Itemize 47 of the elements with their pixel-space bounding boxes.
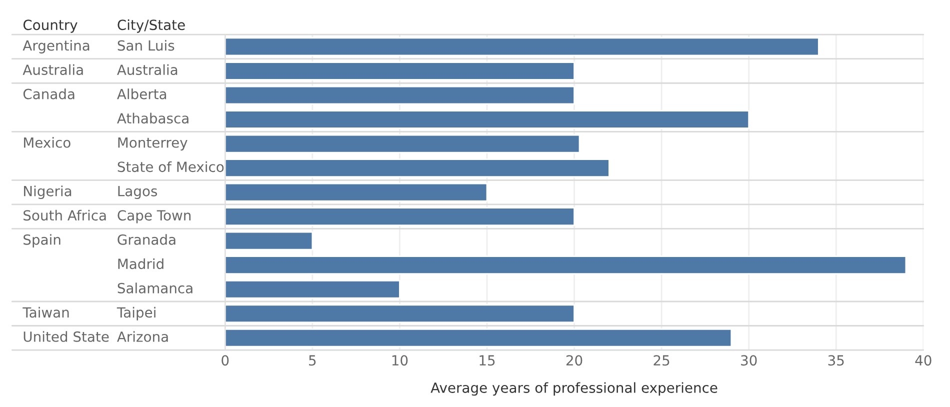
y2-tick-label: Nigeria — [24, 186, 72, 200]
y-tick-label: Salamanca — [118, 282, 192, 294]
y-tick-label: Madrid — [118, 258, 164, 270]
bar — [225, 280, 400, 299]
bar — [225, 62, 575, 80]
x-tick-label: 10 — [392, 355, 408, 366]
y-tick-label: Taipei — [116, 306, 156, 320]
y2-tick-label: Taiwan — [22, 306, 69, 318]
y2-tick-label: United State — [24, 331, 109, 342]
y2-tick-label: Argentina — [22, 40, 90, 54]
y-tick-label: Arizona — [117, 331, 168, 342]
text: Country — [23, 20, 78, 33]
y-axis-title: City/State — [118, 19, 185, 33]
bar — [225, 328, 732, 348]
y-tick-label: Monterrey — [118, 137, 188, 150]
y2-tick-label: South Africa — [24, 210, 106, 221]
bar — [225, 134, 580, 154]
x-tick-label: 25 — [654, 355, 670, 366]
y-tick-label: San Luis — [118, 40, 174, 51]
y-tick-label: Cape Town — [118, 210, 191, 224]
bar — [225, 256, 907, 275]
y-tick-label: State of Mexico — [118, 161, 224, 172]
y-tick-label: Australia — [117, 64, 178, 76]
bar — [225, 182, 488, 202]
x-tick-label: 0 — [222, 355, 229, 366]
y-tick-label: Alberta — [117, 88, 166, 100]
x-tick-label: 30 — [741, 355, 757, 366]
bar — [225, 86, 575, 105]
bar — [225, 207, 575, 226]
y2-tick-label: Australia — [22, 64, 83, 76]
y-tick-label: Athabasca — [117, 112, 188, 124]
x-axis-title: Average years of professional experience — [430, 382, 718, 396]
bar — [225, 110, 750, 129]
bar — [225, 37, 820, 56]
x-tick-label: 5 — [309, 355, 316, 366]
y-tick-label: Lagos — [118, 186, 158, 200]
bar — [225, 158, 610, 178]
x-tick-label: 35 — [828, 355, 844, 366]
y2-tick-label: Mexico — [24, 137, 70, 148]
x-tick-label: 40 — [915, 355, 932, 366]
y-tick-label: Granada — [118, 234, 176, 245]
bar — [225, 231, 314, 250]
bar — [225, 304, 575, 324]
x-tick-label: 15 — [480, 355, 495, 366]
y2-tick-label: Spain — [24, 234, 60, 248]
x-tick-label: 20 — [566, 355, 582, 366]
y2-tick-label: Canada — [23, 88, 74, 100]
